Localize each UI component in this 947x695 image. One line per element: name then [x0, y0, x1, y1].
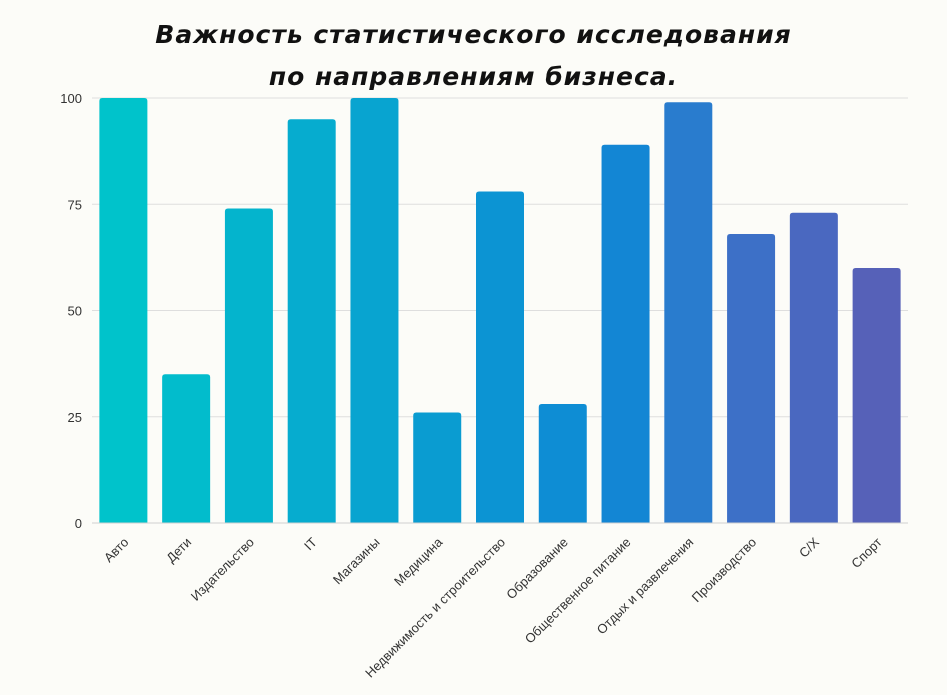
- y-tick-label: 25: [68, 410, 82, 425]
- y-tick-label: 50: [68, 304, 82, 319]
- y-tick-label: 75: [68, 197, 82, 212]
- chart-title-text: Важность статистического исследования по…: [155, 20, 792, 91]
- bar: [727, 234, 776, 523]
- bar: [287, 119, 336, 523]
- chart-title: Важность статистического исследования по…: [0, 14, 947, 98]
- x-tick-label: Образование: [503, 535, 571, 603]
- x-tick-label: Издательство: [188, 535, 257, 604]
- x-tick-label: Магазины: [330, 535, 383, 588]
- bar: [413, 412, 462, 523]
- x-tick-label: Недвижимость и строительство: [362, 535, 508, 681]
- x-tick-label: С/Х: [796, 534, 822, 560]
- bar: [99, 98, 148, 523]
- y-axis-ticks: 0 25 50 75 100: [60, 91, 82, 531]
- y-tick-label: 100: [60, 91, 82, 106]
- x-tick-label: Дети: [163, 535, 194, 566]
- bar: [601, 144, 650, 523]
- x-tick-label: Спорт: [848, 534, 884, 570]
- bar: [538, 404, 587, 523]
- bar: [789, 212, 838, 523]
- bar: [852, 268, 901, 523]
- bars: [99, 98, 901, 523]
- x-tick-label: Медицина: [391, 534, 446, 589]
- bar: [162, 374, 211, 523]
- x-tick-label: IT: [301, 534, 320, 553]
- bar: [664, 102, 713, 523]
- bar: [350, 98, 399, 523]
- x-tick-label: Производство: [689, 535, 760, 606]
- bar: [224, 208, 273, 523]
- x-tick-label: Авто: [101, 535, 132, 566]
- y-tick-label: 0: [75, 516, 82, 531]
- x-tick-label: Общественное питание: [522, 535, 634, 647]
- bar: [476, 191, 524, 523]
